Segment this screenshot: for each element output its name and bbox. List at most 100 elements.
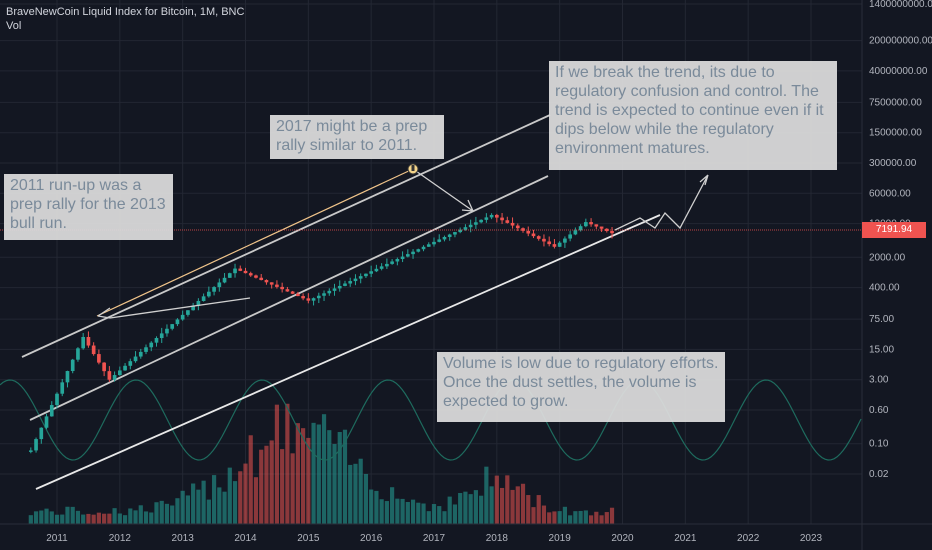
candle-body (222, 277, 227, 283)
volume-bar (594, 511, 599, 524)
volume-bar (259, 449, 264, 524)
candle-body (86, 336, 91, 346)
candle-body (296, 293, 300, 297)
candle-body (447, 234, 452, 237)
arrow-2017 (412, 168, 474, 212)
x-tick-label: 2013 (172, 533, 195, 544)
volume-bar (484, 466, 489, 524)
candle-body (269, 282, 274, 285)
note-2011[interactable]: 2011 run-up was a prep rally for the 201… (4, 174, 173, 240)
volume-bar (473, 490, 478, 524)
y-tick-label: 40000000.00 (869, 66, 928, 77)
candle-body (584, 222, 588, 227)
arrow-2011 (97, 297, 251, 319)
volume-bar (253, 477, 259, 524)
volume-bar (227, 467, 232, 524)
volume-bar (541, 505, 547, 524)
note-volume[interactable]: Volume is low due to regulatory efforts.… (437, 352, 725, 422)
volume-bar (531, 507, 536, 524)
y-tick-label: 15.00 (869, 344, 894, 355)
volume-bar (515, 486, 520, 524)
volume-bar (269, 440, 274, 524)
y-tick-label: 1400000000.00 (869, 0, 932, 10)
volume-bar (568, 515, 573, 524)
candle-body (264, 280, 269, 283)
volume-bar (248, 435, 253, 524)
note-trend[interactable]: If we break the trend, its due to regula… (549, 61, 837, 170)
annotation-arrows (97, 163, 709, 319)
candle-body (34, 439, 38, 451)
candle-body (563, 238, 567, 243)
volume-bar (405, 501, 410, 524)
volume-bar (494, 475, 499, 524)
candle-body (390, 261, 394, 264)
volume-bar (505, 475, 510, 524)
volume-bar (520, 483, 526, 524)
candle-body (212, 287, 216, 292)
volume-bar (201, 480, 206, 524)
candle-body (76, 348, 80, 360)
volume-bar (426, 511, 431, 524)
candle-body (547, 241, 552, 245)
volume-bar (128, 508, 133, 524)
volume-bar (552, 511, 557, 524)
y-tick-label: 3.00 (869, 375, 889, 386)
volume-bar (96, 512, 101, 524)
volume-bar (353, 463, 358, 524)
x-tick-label: 2014 (234, 533, 257, 544)
volume-bar (499, 487, 505, 524)
candle-body (332, 288, 337, 291)
candle-body (337, 285, 342, 289)
candle-body (70, 359, 75, 372)
volume-bar (437, 506, 442, 524)
volume-bar (342, 429, 348, 524)
candle-body (557, 242, 562, 247)
volume-bar (206, 499, 211, 524)
candle-body (196, 300, 201, 306)
candle-body (306, 298, 311, 301)
volume-bar (557, 511, 562, 524)
volume-bar (316, 424, 321, 524)
volume-bar (107, 513, 112, 524)
y-tick-label: 7500000.00 (869, 97, 922, 108)
time-axis: 2011 2012 2013 2014 2015 2016 2017 2018 2019 2020… (46, 533, 822, 544)
candle-body (275, 284, 279, 287)
candle-body (123, 365, 127, 371)
volume-bar (442, 511, 447, 524)
volume-bar (311, 422, 316, 524)
volume-bar (306, 437, 311, 524)
candle-body (500, 217, 504, 221)
volume-bar (583, 510, 588, 524)
volume-bar (91, 514, 96, 524)
x-tick-label: 2023 (800, 533, 823, 544)
volume-bar (604, 512, 609, 524)
volume-bar (573, 511, 578, 524)
price-axis-panel (862, 0, 932, 550)
volume-bar (536, 495, 541, 524)
volume-bar (170, 505, 175, 524)
candle-body (599, 226, 604, 229)
candle-body (395, 259, 400, 262)
candle-body (280, 286, 284, 290)
volume-bar (133, 510, 138, 524)
candle-body (594, 224, 599, 227)
candle-body (526, 230, 531, 234)
volume-bar (395, 498, 400, 524)
volume-bars (28, 403, 615, 524)
candle-body (301, 296, 305, 299)
candle-body (400, 256, 405, 260)
x-tick-label: 2020 (611, 533, 634, 544)
volume-bar (117, 513, 122, 524)
note-2017[interactable]: 2017 might be a prep rally similar to 20… (270, 115, 444, 159)
candle-body (39, 427, 44, 440)
volume-bar (337, 432, 342, 524)
y-tick-label: 0.10 (869, 439, 889, 450)
candle-body (154, 338, 159, 343)
volume-bar (122, 515, 128, 524)
volume-bar (285, 403, 290, 524)
volume-bar (149, 512, 154, 524)
volume-bar (384, 501, 389, 524)
candle-body (411, 251, 415, 255)
volume-bar (416, 502, 421, 524)
